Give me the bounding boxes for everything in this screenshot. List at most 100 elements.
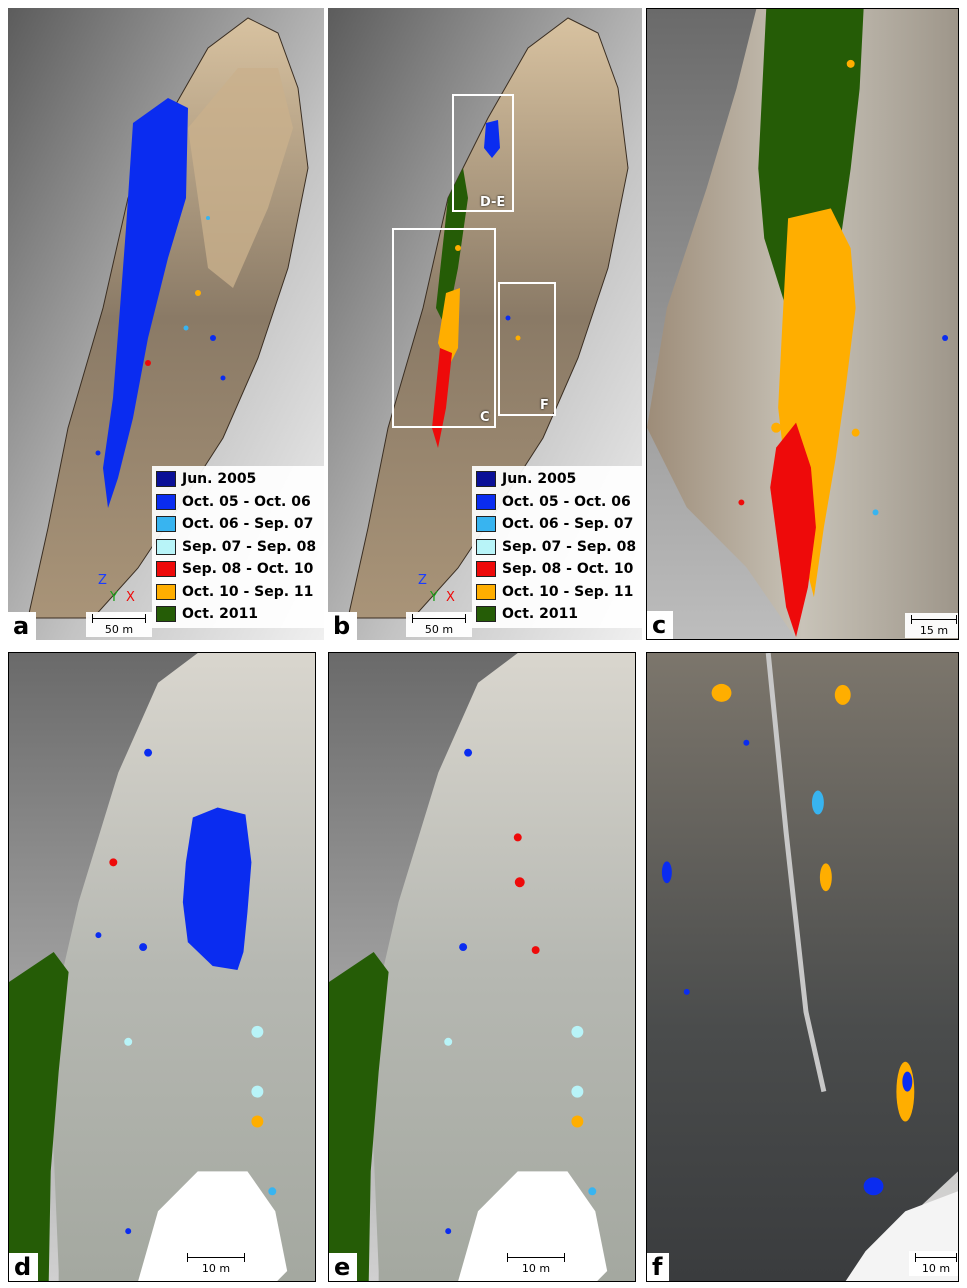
panel-label-c: c [647,611,674,639]
rockfall-spot [863,1177,884,1196]
rockfall-spot [588,1187,597,1196]
scalebar-text: 50 m [424,623,454,636]
legend-swatch [156,516,176,533]
rockfall-spot [95,450,101,456]
scalebar-a: 50 m [86,612,152,637]
panel-label-f: f [647,1253,670,1281]
rockfall-spot [464,748,473,757]
scalebar-line [915,1253,957,1262]
axis-x-label: X [446,590,455,605]
rockfall-spot [743,739,750,746]
zoom-box-c [392,228,496,428]
scalebar-b: 50 m [406,612,472,637]
legend-item: Jun. 2005 [156,468,320,491]
rockfall-spot [771,422,782,433]
legend-label: Oct. 10 - Sep. 11 [182,583,314,600]
rockfall-spot [109,858,118,867]
red-rockfall-region [770,422,816,638]
legend-label: Oct. 05 - Oct. 06 [502,493,631,510]
legend-swatch [156,493,176,510]
rockfall-spot [206,216,210,220]
axis-indicator-b: Z Y X [416,573,466,613]
blue-rockfall-region [484,120,500,158]
legend-swatch [156,538,176,555]
rockfall-spot [846,59,855,68]
rockfall-spot [738,499,745,506]
scalebar-text: 10 m [521,1262,551,1275]
rockfall-spot [445,1228,452,1235]
legend-item: Oct. 10 - Sep. 11 [156,581,320,604]
panel-label-a: a [8,612,37,640]
cliff-face [48,653,315,1281]
legend-swatch [156,561,176,578]
scalebar-line [187,1253,245,1262]
rockfall-spot [942,334,949,341]
rockfall-spot [459,943,468,952]
blue-rockfall-region [103,98,188,508]
panel-d: 10 m d [8,652,316,1282]
panel-e-scene [329,653,635,1281]
legend-item: Sep. 08 - Oct. 10 [476,558,640,581]
scalebar-text: 10 m [921,1262,951,1275]
legend-item: Oct. 10 - Sep. 11 [476,581,640,604]
legend-label: Oct. 05 - Oct. 06 [182,493,311,510]
rockfall-spot [811,790,824,815]
rockfall-spot [220,375,226,381]
rockfall-spot [210,335,216,341]
rockfall-spot [268,1187,277,1196]
rockfall-spot [444,1037,453,1046]
zoom-box-c-label: C [480,410,490,425]
rock-ridge [188,68,293,288]
gully-line [765,653,827,1093]
green-vegetation-region [329,952,389,1281]
axis-y-label: Y [430,590,438,605]
rockfall-spot [195,290,201,296]
panel-a-scene [8,8,324,640]
legend-swatch [476,606,496,623]
legend-label: Oct. 06 - Sep. 07 [182,516,314,533]
rockfall-spot [711,683,732,702]
legend-swatch [156,606,176,623]
legend-item: Sep. 07 - Sep. 08 [476,536,640,559]
legend-label: Oct. 10 - Sep. 11 [502,583,634,600]
rockfall-spot [251,1115,264,1128]
scalebar-c: 15 m [905,613,958,638]
legend-item: Sep. 07 - Sep. 08 [156,536,320,559]
legend-label: Jun. 2005 [502,471,577,488]
green-vegetation-region [436,168,468,328]
legend-label: Sep. 08 - Oct. 10 [182,561,314,578]
panel-label-b: b [328,612,358,640]
legend-label: Sep. 07 - Sep. 08 [182,538,317,555]
rockfall-spot [145,360,151,366]
legend-item: Sep. 08 - Oct. 10 [156,558,320,581]
scalebar-line [92,614,146,623]
legend-item: Oct. 05 - Oct. 06 [476,491,640,514]
legend-swatch [476,561,496,578]
zoom-box-de [452,94,514,212]
legend-label: Oct. 2011 [502,606,579,623]
scalebar-text: 10 m [201,1262,231,1275]
rockfall-spot [571,1085,584,1098]
panel-e: 10 m e [328,652,636,1282]
legend-label: Sep. 08 - Oct. 10 [502,561,634,578]
axis-z-label: Z [98,573,107,588]
rockfall-spot [834,684,851,705]
panel-label-e: e [329,1253,358,1281]
rockfall-spot [661,861,672,884]
axis-x-label: X [126,590,135,605]
zoom-box-de-label: D-E [480,195,506,210]
scalebar-line [507,1253,565,1262]
axis-y-label: Y [110,590,118,605]
panel-c-scene [647,9,958,639]
orange-rockfall-region [438,288,460,368]
legend-swatch [476,583,496,600]
rockfall-spot [571,1115,584,1128]
legend-item: Oct. 06 - Sep. 07 [156,513,320,536]
rockfall-spot [514,877,525,888]
rockfall-spot [902,1071,913,1092]
legend-swatch [476,471,496,488]
rockfall-spot [455,245,461,251]
rockfall-spot [513,833,522,842]
legend-label: Oct. 06 - Sep. 07 [502,516,634,533]
panel-c: 15 m c [646,8,959,640]
